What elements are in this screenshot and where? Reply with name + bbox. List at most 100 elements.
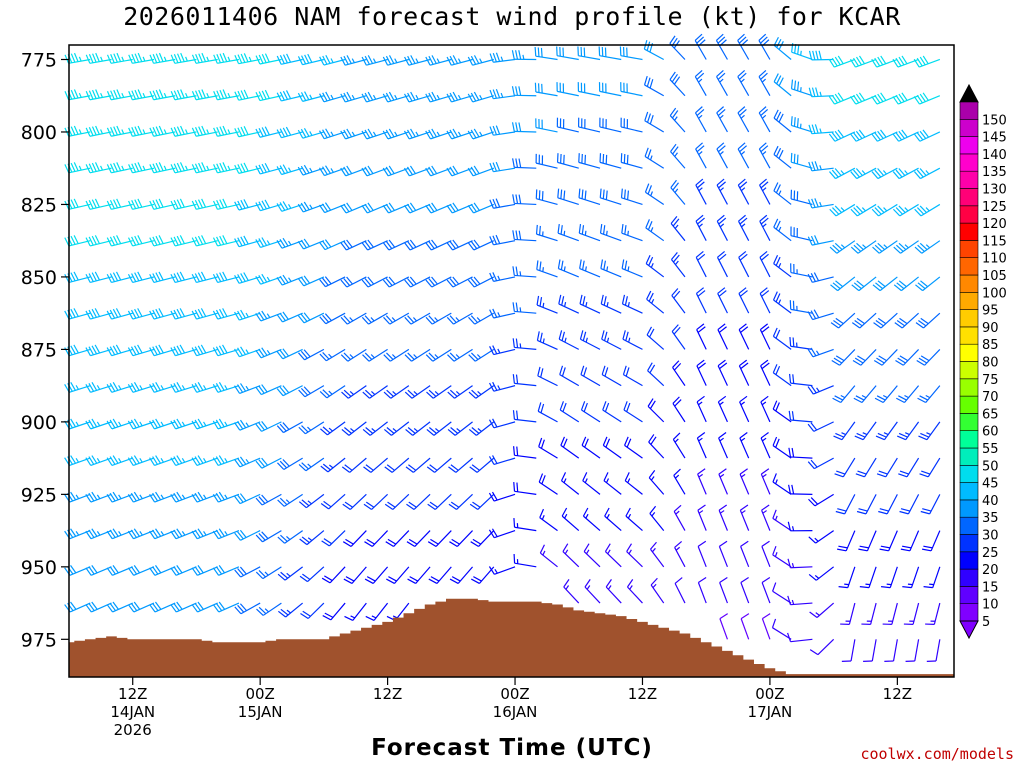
barb-feather [778,113,784,123]
barb-half-feather [791,599,795,605]
barb-feather [91,491,98,501]
barb-feather [215,309,222,319]
barb-feather [219,199,225,209]
barb-half-feather [497,312,501,317]
barb-feather [645,254,651,264]
barb-feather [854,357,864,364]
wind-barb [695,287,707,314]
wind-barb [599,117,622,133]
barb-feather [222,198,228,208]
barb-feather [91,455,98,464]
wind-barb [916,348,941,366]
barb-feather [212,200,219,210]
wind-barb [716,214,728,241]
wind-barb [298,348,325,361]
wind-barb [212,601,240,613]
wind-barb [807,457,834,470]
barb-feather [877,205,885,213]
barb-staff [68,95,91,101]
credit-link[interactable]: coolwx.com/models [860,745,1014,763]
wind-barb [234,162,261,174]
wind-barb [894,312,920,329]
barb-feather [673,362,682,371]
barb-feather [321,577,331,584]
barb-half-feather [584,478,588,483]
barb-half-feather [163,165,167,171]
barb-feather [279,165,286,174]
barb-feather [112,418,119,428]
barb-staff [514,346,537,351]
barb-feather [856,432,866,438]
wind-barb [672,396,686,423]
barb-staff [239,421,261,431]
barb-feather [718,253,727,261]
barb-half-feather [925,207,930,212]
barb-feather [382,130,389,140]
barb-feather [604,367,609,377]
wind-barb [170,491,197,503]
barb-half-feather [287,204,292,209]
barb-staff [694,76,707,97]
barb-staff [560,444,580,459]
wind-barb [838,566,856,589]
barb-feather [512,410,516,420]
barb-staff [716,257,728,278]
barb-feather [717,250,725,258]
wind-barb [383,348,410,362]
barb-feather [814,161,819,171]
barb-half-feather [181,531,186,536]
barb-feather [920,280,929,288]
barb-feather [778,149,784,159]
barb-staff [579,232,601,242]
wind-barb [488,528,516,539]
barb-feather [85,200,91,210]
barb-feather [739,145,747,153]
x-tick-label: 12Z [118,685,147,703]
wind-barb [892,129,919,142]
wind-barb [364,566,389,584]
barb-staff [738,365,750,386]
barb-feather [450,501,460,508]
barb-feather [325,128,331,138]
barb-feather [489,53,494,63]
barb-feather [807,311,814,320]
barb-staff [456,493,473,510]
barb-feather [538,437,543,447]
barb-staff [672,367,686,386]
barb-feather [322,352,330,360]
wind-barb [106,601,133,613]
wind-barb [773,73,792,97]
barb-half-feather [266,349,271,355]
barb-feather [127,457,134,466]
barb-feather [197,235,204,245]
barb-feather [215,419,222,429]
wind-barb [278,602,304,618]
barb-feather [899,470,909,475]
barb-feather [899,355,909,362]
barb-half-feather [674,474,680,479]
barb-feather [322,129,328,138]
barb-staff [493,385,516,392]
barb-feather [282,164,289,173]
barb-feather [158,52,164,62]
barb-staff [773,44,792,60]
barb-feather [300,239,307,249]
barb-feather [913,171,921,179]
barb-feather [237,347,243,356]
wind-barb [537,402,558,423]
barb-feather [473,202,480,211]
wind-barb [601,365,622,387]
barb-feather [255,165,261,175]
barb-feather [832,244,840,252]
barb-staff [281,58,303,65]
barb-half-feather [651,547,656,553]
wind-barb [739,395,750,423]
wind-barb [489,52,516,63]
barb-feather [239,493,247,502]
barb-feather [898,93,905,102]
barb-feather [258,127,264,137]
wind-barb [85,344,112,357]
barb-feather [91,308,97,318]
barb-half-feather [791,563,795,568]
barb-half-feather [185,92,188,98]
